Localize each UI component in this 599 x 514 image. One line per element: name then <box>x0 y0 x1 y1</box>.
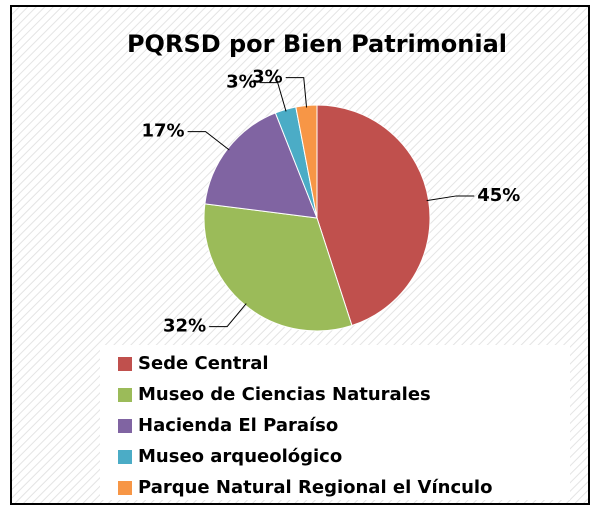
legend-label: Hacienda El Paraíso <box>138 415 338 436</box>
pie: 45% 32% 17% 3%3% <box>141 67 520 337</box>
legend-box <box>100 345 570 500</box>
legend: Sede Central Museo de Ciencias Naturales H… <box>118 353 492 498</box>
data-label: 32% <box>163 316 206 337</box>
data-label: 3% <box>226 72 257 93</box>
leader-line <box>426 195 475 202</box>
leader-line <box>187 131 230 151</box>
legend-swatch <box>118 481 132 495</box>
leader-line <box>209 303 247 328</box>
data-label: 17% <box>141 121 184 142</box>
legend-swatch <box>118 450 132 464</box>
legend-label: Sede Central <box>138 353 269 374</box>
legend-swatch <box>118 388 132 402</box>
legend-label: Museo de Ciencias Naturales <box>138 384 431 405</box>
chart-title: PQRSD por Bien Patrimonial <box>127 30 507 58</box>
legend-swatch <box>118 357 132 371</box>
leader-line <box>259 82 287 112</box>
legend-label: Parque Natural Regional el Vínculo <box>138 477 492 498</box>
legend-label: Museo arqueológico <box>138 446 342 467</box>
legend-swatch <box>118 419 132 433</box>
data-label: 45% <box>477 185 520 206</box>
data-label: 3% <box>252 67 283 88</box>
leader-line <box>285 77 308 108</box>
